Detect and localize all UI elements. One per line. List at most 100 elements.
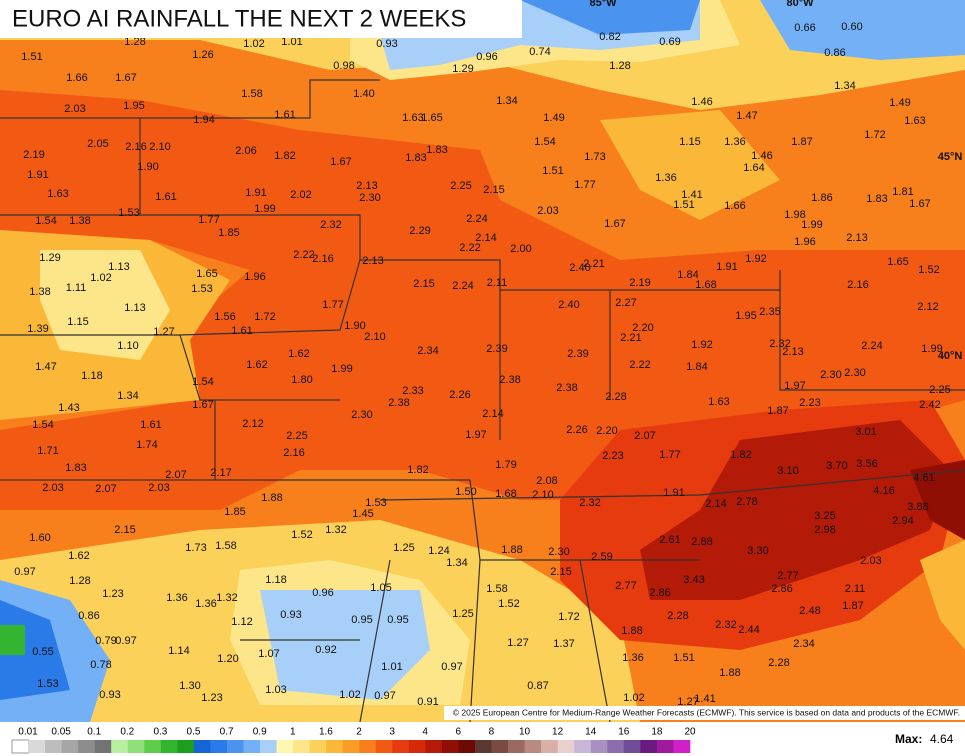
rainfall-value: 1.65 [196, 268, 217, 280]
rainfall-value: 1.34 [446, 557, 467, 569]
rainfall-value: 1.54 [534, 136, 555, 148]
legend-swatch [342, 740, 360, 753]
rainfall-value: 3.43 [683, 574, 704, 586]
rainfall-value: 1.60 [29, 532, 50, 544]
rainfall-value: 1.56 [214, 311, 235, 323]
rainfall-value: 1.36 [166, 592, 187, 604]
rainfall-value: 2.03 [42, 482, 63, 494]
rainfall-value: 2.25 [286, 430, 307, 442]
rainfall-value: 2.33 [402, 385, 423, 397]
legend-swatch [475, 740, 492, 753]
rainfall-value: 1.99 [331, 363, 352, 375]
legend-tick-label: 4 [422, 727, 428, 738]
rainfall-value: 1.62 [68, 550, 89, 562]
rainfall-value: 2.19 [23, 149, 44, 161]
legend-swatch [160, 740, 178, 753]
rainfall-value: 1.25 [393, 542, 414, 554]
rainfall-value: 4.16 [873, 485, 894, 497]
legend-swatch [623, 740, 641, 753]
rainfall-value: 1.18 [265, 574, 286, 586]
rainfall-value: 1.41 [694, 693, 715, 705]
rainfall-value: 1.43 [58, 402, 79, 414]
rainfall-value: 2.06 [235, 145, 256, 157]
legend-swatch [61, 740, 79, 753]
rainfall-value: 1.46 [751, 150, 772, 162]
legend-tick-label: 18 [651, 727, 663, 738]
rainfall-value: 1.01 [381, 661, 402, 673]
rainfall-value: 3.56 [856, 458, 877, 470]
rainfall-value: 3.01 [855, 426, 876, 438]
rainfall-value: 0.98 [333, 60, 354, 72]
borders [0, 79, 965, 723]
rainfall-value: 1.81 [892, 186, 913, 198]
rainfall-value: 2.19 [629, 277, 650, 289]
rainfall-value: 1.13 [108, 261, 129, 273]
rainfall-value: 2.39 [486, 343, 507, 355]
rainfall-value: 1.64 [743, 162, 764, 174]
rainfall-value: 1.36 [655, 172, 676, 184]
rainfall-value: 2.30 [820, 369, 841, 381]
rainfall-value: 2.40 [558, 299, 579, 311]
rainfall-value: 2.22 [459, 242, 480, 254]
rainfall-value: 2.25 [450, 180, 471, 192]
rainfall-value: 2.15 [483, 184, 504, 196]
rainfall-value: 2.30 [351, 409, 372, 421]
rainfall-value: 1.30 [179, 680, 200, 692]
rainfall-value: 1.34 [834, 80, 855, 92]
rainfall-value: 1.20 [217, 653, 238, 665]
rainfall-value: 2.03 [860, 555, 881, 567]
rainfall-value: 1.51 [673, 652, 694, 664]
rainfall-value: 2.16 [312, 253, 333, 265]
rainfall-value: 1.88 [621, 625, 642, 637]
legend-tick-label: 10 [519, 727, 531, 738]
rainfall-value: 2.38 [556, 382, 577, 394]
rainfall-value: 1.32 [325, 524, 346, 536]
credit: © 2025 European Centre for Medium-Range … [453, 707, 960, 717]
rainfall-value: 2.12 [917, 301, 938, 313]
rainfall-value: 1.99 [801, 219, 822, 231]
rainfall-value: 2.38 [499, 374, 520, 386]
rainfall-value: 2.13 [846, 232, 867, 244]
rainfall-value: 2.20 [596, 425, 617, 437]
legend-tick-label: 3 [389, 727, 395, 738]
rainfall-value: 1.28 [124, 36, 145, 48]
rain-zone [910, 460, 965, 540]
rainfall-value: 1.82 [274, 150, 295, 162]
rainfall-value: 1.02 [90, 272, 111, 284]
rainfall-value: 2.24 [452, 280, 473, 292]
legend-swatch [326, 740, 344, 753]
rainfall-value: 1.92 [691, 339, 712, 351]
rainfall-value: 1.23 [102, 588, 123, 600]
rainfall-value: 1.61 [155, 191, 176, 203]
rainfall-value: 1.10 [117, 340, 138, 352]
rainfall-value: 2.28 [768, 657, 789, 669]
rainfall-value: 3.88 [907, 501, 928, 513]
rainfall-value: 3.70 [826, 460, 847, 472]
rainfall-value: 1.53 [365, 497, 386, 509]
max-label: Max: [895, 732, 922, 746]
rainfall-value: 1.88 [261, 492, 282, 504]
rainfall-value: 2.21 [620, 332, 641, 344]
rainfall-value: 2.32 [579, 497, 600, 509]
rainfall-value: 1.90 [137, 161, 158, 173]
rainfall-value: 2.29 [409, 225, 430, 237]
rainfall-value: 1.96 [794, 236, 815, 248]
rainfall-value: 1.77 [322, 299, 343, 311]
latitude-label: 40°N [938, 350, 963, 362]
rainfall-value: 2.30 [359, 192, 380, 204]
rainfall-value: 1.83 [426, 144, 447, 156]
rainfall-value: 1.72 [864, 129, 885, 141]
rain-zone [640, 420, 950, 600]
rainfall-value: 2.23 [799, 397, 820, 409]
rainfall-value: 1.28 [69, 575, 90, 587]
rainfall-value: 3.10 [777, 465, 798, 477]
legend-swatch [45, 740, 62, 753]
rainfall-value: 2.34 [417, 345, 438, 357]
legend-swatch [574, 740, 592, 753]
legend-tick-label: 2 [356, 727, 362, 738]
rainfall-value: 2.07 [165, 469, 186, 481]
legend-swatch [640, 740, 658, 753]
rainfall-value: 2.14 [482, 408, 503, 420]
rainfall-value: 2.86 [771, 583, 792, 595]
rainfall-value: 1.95 [123, 100, 144, 112]
